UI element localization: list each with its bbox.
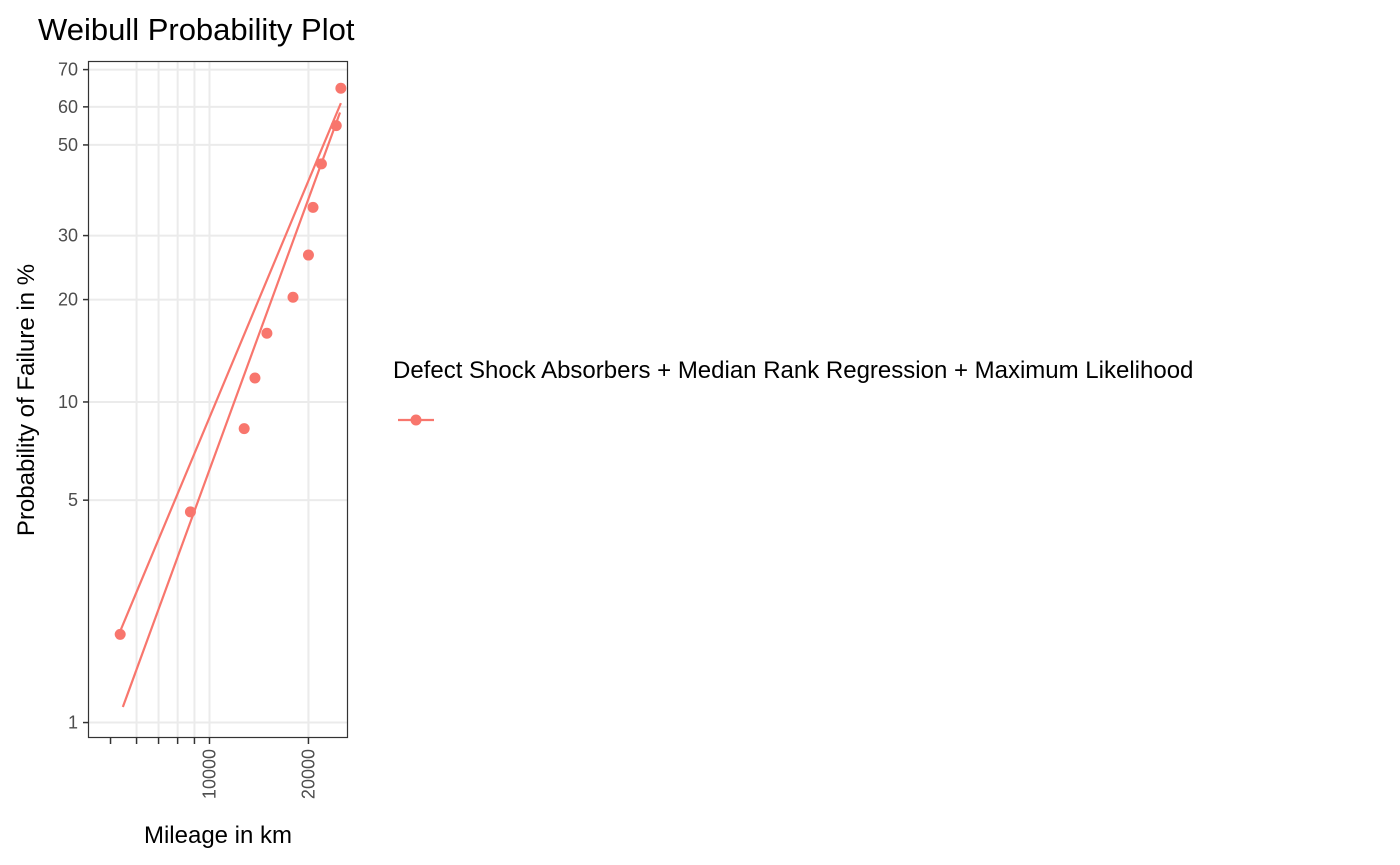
x-tick-label: 20000 bbox=[298, 749, 318, 799]
y-tick-label: 1 bbox=[68, 713, 78, 733]
data-point bbox=[335, 82, 347, 94]
y-tick-label: 10 bbox=[58, 392, 78, 412]
y-tick-label: 5 bbox=[68, 490, 78, 510]
data-point bbox=[302, 249, 314, 261]
y-tick-label: 50 bbox=[58, 135, 78, 155]
fit-line bbox=[117, 102, 342, 635]
y-axis: 1 5 10 20 30 50 60 70 bbox=[58, 60, 89, 733]
x-tick-label: 10000 bbox=[199, 749, 219, 799]
data-point bbox=[184, 506, 196, 518]
data-point bbox=[315, 158, 327, 170]
data-point bbox=[330, 120, 342, 132]
data-point bbox=[238, 423, 250, 435]
data-point bbox=[287, 291, 299, 303]
legend-key-point bbox=[410, 414, 422, 426]
y-tick-label: 60 bbox=[58, 97, 78, 117]
y-tick-label: 20 bbox=[58, 290, 78, 310]
data-point bbox=[261, 327, 273, 339]
fit-line bbox=[121, 112, 342, 708]
x-axis: 10000 20000 bbox=[109, 737, 318, 799]
legend-title: Defect Shock Absorbers + Median Rank Reg… bbox=[393, 357, 1193, 384]
fit-lines bbox=[117, 102, 342, 708]
y-axis-title: Probability of Failure in % bbox=[13, 264, 40, 536]
data-points bbox=[114, 82, 347, 640]
panel-border bbox=[87, 60, 349, 739]
legend: Defect Shock Absorbers + Median Rank Reg… bbox=[393, 357, 1193, 426]
data-point bbox=[307, 201, 319, 213]
y-tick-label: 30 bbox=[58, 226, 78, 246]
grid-layer bbox=[89, 62, 347, 737]
chart-title: Weibull Probability Plot bbox=[38, 12, 355, 47]
data-point bbox=[249, 372, 261, 384]
data-point bbox=[114, 628, 126, 640]
x-axis-title: Mileage in km bbox=[144, 822, 292, 849]
y-tick-label: 70 bbox=[58, 60, 78, 80]
